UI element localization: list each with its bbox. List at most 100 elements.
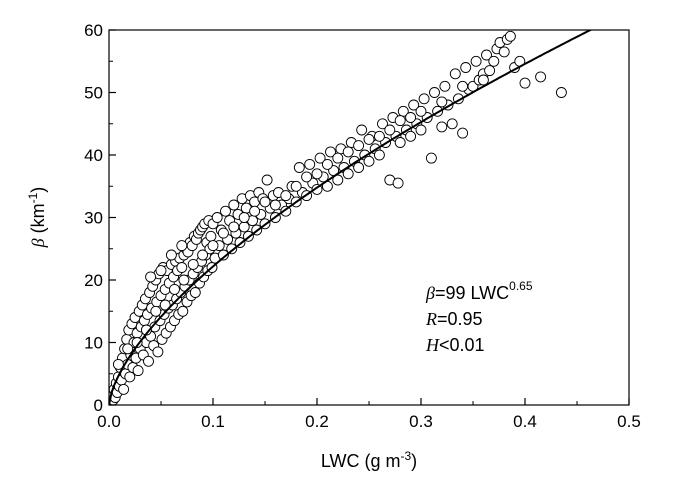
data-point — [481, 49, 492, 61]
data-point — [555, 87, 567, 98]
data-point — [446, 118, 458, 130]
y-tick-label: 10 — [84, 334, 103, 353]
y-tick-label: 20 — [84, 271, 103, 290]
data-point — [394, 115, 406, 127]
data-point — [408, 99, 420, 111]
data-point — [238, 221, 250, 233]
data-point — [280, 190, 292, 202]
r-symbol: R — [425, 309, 437, 329]
data-point — [342, 146, 354, 158]
data-point — [155, 265, 167, 277]
fit-curve — [109, 30, 593, 405]
data-point — [436, 96, 448, 108]
data-point — [504, 30, 516, 42]
data-point — [314, 152, 326, 164]
r-value: =0.95 — [437, 309, 483, 329]
data-point — [211, 212, 223, 223]
data-point — [535, 71, 547, 83]
data-point — [143, 355, 154, 367]
data-point — [189, 287, 201, 298]
x-tick-label: 0.0 — [97, 412, 121, 431]
data-point — [207, 240, 219, 252]
data-point — [132, 365, 144, 377]
data-point — [384, 124, 396, 136]
data-point — [363, 133, 375, 145]
x-tick-label: 0.2 — [305, 412, 329, 431]
data-point — [429, 87, 440, 98]
data-point — [228, 221, 240, 233]
data-point — [418, 93, 430, 105]
data-point — [217, 249, 229, 261]
data-point — [415, 124, 427, 136]
y-tick-label: 60 — [84, 21, 103, 40]
data-point — [332, 174, 344, 186]
data-point — [124, 371, 136, 383]
x-tick-label: 0.3 — [409, 412, 433, 431]
eq-symbol: β — [425, 283, 435, 303]
data-point — [498, 46, 510, 58]
fit-equation-annotation: β=99 LWC0.65 R=0.95 H<0.01 — [425, 279, 533, 355]
y-tick-label: 0 — [94, 396, 103, 415]
data-point — [325, 146, 336, 158]
data-point — [293, 162, 305, 173]
svg-text:H<0.01: H<0.01 — [425, 335, 485, 355]
data-point — [165, 249, 177, 261]
data-point — [176, 240, 188, 252]
data-point — [228, 199, 240, 211]
data-point — [342, 168, 354, 180]
data-point — [356, 124, 368, 136]
eq-main: =99 LWC — [435, 283, 509, 303]
x-tick-label: 0.5 — [617, 412, 641, 431]
eq-exponent: 0.65 — [509, 279, 533, 293]
data-point — [118, 383, 130, 395]
data-point — [488, 55, 500, 67]
data-point — [321, 158, 333, 170]
data-point — [460, 62, 472, 73]
data-point — [226, 243, 238, 255]
data-point — [439, 80, 451, 92]
data-point — [405, 130, 417, 142]
data-point — [152, 346, 164, 358]
data-point — [238, 212, 250, 223]
data-point — [394, 137, 406, 148]
data-point — [159, 299, 171, 311]
y-tick-label: 50 — [84, 84, 103, 103]
data-point — [353, 140, 365, 152]
data-point — [353, 162, 365, 173]
data-point — [259, 196, 271, 208]
data-point — [145, 271, 157, 283]
data-point — [205, 230, 217, 242]
h-value: <0.01 — [439, 335, 485, 355]
h-symbol: H — [425, 335, 440, 355]
data-point — [405, 112, 417, 123]
data-point — [176, 262, 188, 273]
data-point — [392, 177, 404, 189]
data-point — [436, 121, 448, 133]
data-point — [484, 65, 496, 77]
data-point — [177, 305, 189, 317]
data-point — [415, 105, 427, 117]
x-tick-label: 0.1 — [201, 412, 225, 431]
y-tick-label: 40 — [84, 146, 103, 165]
data-point — [301, 171, 313, 183]
data-point — [187, 258, 199, 270]
x-axis-title: LWC (g m-3) — [321, 449, 417, 471]
data-points — [109, 30, 567, 405]
data-point — [311, 168, 323, 180]
data-point — [304, 158, 316, 170]
data-point — [457, 80, 469, 92]
data-point — [217, 227, 229, 239]
data-point — [290, 180, 302, 192]
plot-frame — [108, 29, 630, 406]
data-point — [150, 305, 162, 317]
data-point — [477, 74, 489, 86]
data-point — [332, 152, 344, 164]
data-point — [197, 249, 209, 261]
data-point — [249, 205, 261, 217]
data-point — [449, 68, 461, 80]
data-point — [169, 283, 180, 295]
data-point — [377, 118, 388, 130]
data-point — [470, 55, 482, 67]
data-point — [373, 130, 385, 142]
